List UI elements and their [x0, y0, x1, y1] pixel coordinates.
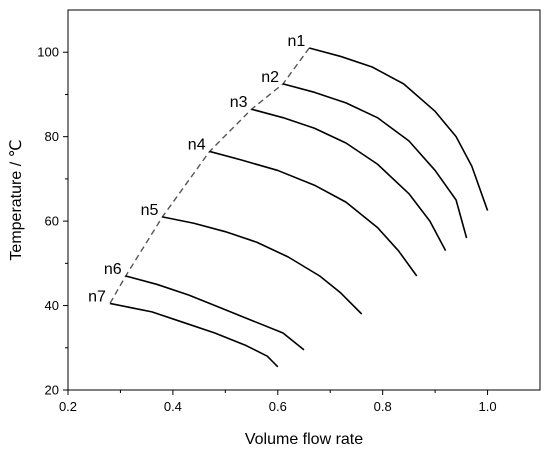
- y-tick-label: 60: [45, 214, 59, 229]
- envelope-dashed-line: [109, 47, 310, 304]
- y-ticks: 20 40 60 80 100: [37, 45, 68, 398]
- curve-label-layer: n1 n2 n3 n4 n5 n6 n7: [88, 33, 305, 305]
- series-line-n3: [251, 108, 447, 252]
- series-line-n5: [162, 216, 363, 315]
- axes: [67, 9, 541, 391]
- x-tick-label: 0.2: [59, 399, 77, 414]
- x-tick-label: 0.6: [269, 399, 287, 414]
- curve-label-n1: n1: [287, 33, 305, 50]
- series-line-n4: [209, 150, 418, 277]
- series-line-n1: [309, 47, 489, 211]
- y-tick-label: 40: [45, 298, 59, 313]
- curve-label-n2: n2: [261, 69, 279, 86]
- y-tick-label: 100: [37, 45, 59, 60]
- envelope-layer: [109, 47, 310, 304]
- x-axis-title: Volume flow rate: [245, 431, 363, 448]
- curve-label-n7: n7: [88, 288, 106, 305]
- series-layer: [109, 47, 489, 368]
- x-ticks: 0.2 0.4 0.6 0.8 1.0: [59, 390, 497, 414]
- curve-label-n5: n5: [141, 202, 159, 219]
- y-tick-label: 20: [45, 383, 59, 398]
- curve-label-n6: n6: [104, 261, 122, 278]
- curve-label-n3: n3: [230, 94, 248, 111]
- series-line-n7: [109, 302, 279, 368]
- y-axis-title: Temperature / ℃: [8, 139, 25, 260]
- series-line-n2: [282, 83, 468, 239]
- x-tick-label: 0.4: [164, 399, 182, 414]
- x-tick-label: 0.8: [374, 399, 392, 414]
- plot-frame: [67, 9, 541, 391]
- y-tick-label: 80: [45, 129, 59, 144]
- x-tick-label: 1.0: [479, 399, 497, 414]
- series-line-n6: [125, 275, 305, 351]
- curve-label-n4: n4: [188, 136, 206, 153]
